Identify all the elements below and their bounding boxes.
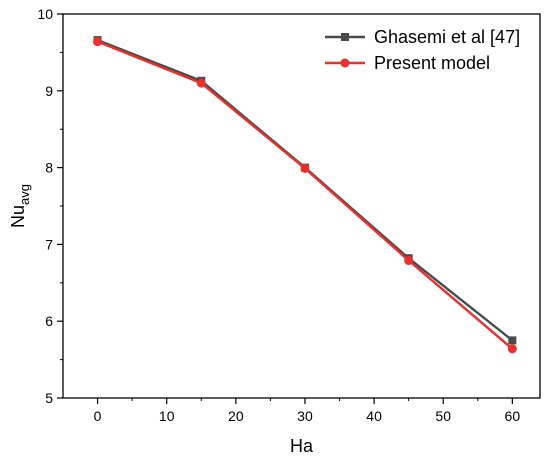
y-axis-title-main: Nu bbox=[8, 205, 28, 228]
x-tick-label: 10 bbox=[159, 408, 175, 424]
data-point bbox=[507, 344, 517, 354]
x-tick-label: 20 bbox=[228, 408, 244, 424]
axes: 0 10 20 30 40 50 60 5 6 7 8 9 10 bbox=[37, 6, 541, 424]
y-tick-label: 6 bbox=[45, 313, 53, 329]
series-layer bbox=[93, 36, 517, 354]
y-axis-title: Nuavg bbox=[8, 184, 32, 228]
data-point bbox=[196, 78, 206, 88]
series-2 bbox=[93, 37, 517, 354]
y-tick-label: 9 bbox=[45, 83, 53, 99]
y-tick-label: 8 bbox=[45, 160, 53, 176]
legend-label: Present model bbox=[374, 53, 490, 73]
y-tick-label: 7 bbox=[45, 236, 53, 252]
y-tick-label: 5 bbox=[45, 390, 53, 406]
y-tick-label: 10 bbox=[37, 6, 53, 22]
x-tick-label: 60 bbox=[505, 408, 521, 424]
data-point bbox=[508, 336, 517, 345]
x-tick-label: 40 bbox=[366, 408, 382, 424]
x-tick-label: 50 bbox=[435, 408, 451, 424]
legend-entry-2: Present model bbox=[325, 53, 490, 73]
data-point bbox=[300, 163, 310, 173]
legend-marker bbox=[341, 33, 349, 41]
legend-marker bbox=[340, 58, 350, 68]
series-line bbox=[97, 40, 514, 350]
x-axis-title: Ha bbox=[290, 436, 314, 456]
y-axis-title-subscript: avg bbox=[17, 184, 32, 205]
x-tick-label: 0 bbox=[94, 408, 102, 424]
legend: Ghasemi et al [47] Present model bbox=[325, 27, 520, 73]
data-point bbox=[404, 256, 414, 266]
legend-entry-1: Ghasemi et al [47] bbox=[325, 27, 520, 47]
x-tick-label: 30 bbox=[297, 408, 313, 424]
legend-label: Ghasemi et al [47] bbox=[374, 27, 520, 47]
data-point bbox=[93, 37, 103, 47]
